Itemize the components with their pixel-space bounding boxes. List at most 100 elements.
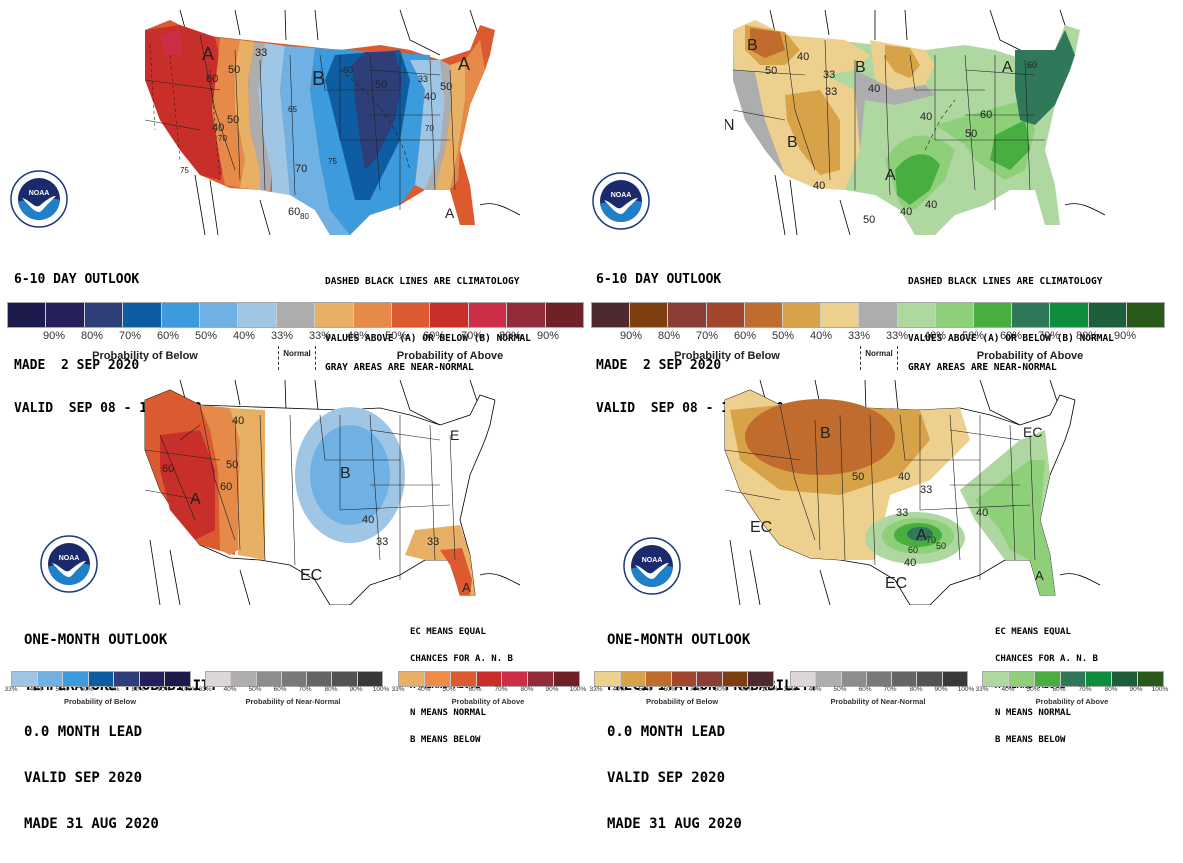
map-label: 65 [288, 105, 297, 114]
noaa-logo: NOAA [10, 170, 68, 228]
map-label: N [725, 117, 735, 134]
map-label: A [916, 527, 927, 544]
panel-6-10-day-temperature: A 60 50 33 B 65 60 50 40 50 70 75 70 60 … [0, 0, 590, 415]
map-label: 60 [343, 65, 353, 75]
map-label: 50 [440, 81, 452, 93]
map-label: 40 [362, 514, 374, 526]
below-color-legend [11, 671, 191, 687]
map-label: 33 [896, 507, 908, 519]
map-label: 60 [1027, 60, 1037, 70]
map-label: 33 [825, 86, 837, 98]
noaa-logo: NOAA [592, 172, 650, 230]
near-normal-legend-label: Probability of Near-Normal [830, 697, 926, 706]
map-label: 50 [227, 114, 239, 126]
map-label: E [450, 427, 459, 443]
map-label: EC [1023, 424, 1042, 440]
svg-text:NOAA: NOAA [29, 190, 50, 197]
map-label: 70 [295, 163, 307, 175]
temperature-color-legend [7, 302, 584, 328]
normal-label: Normal [860, 346, 898, 370]
outlook-title: ONE-MONTH OUTLOOK PRECIPITATION PROBABIL… [607, 632, 818, 832]
map-label: 60 [908, 545, 918, 555]
map-label: 50 [936, 541, 946, 551]
below-color-legend [594, 671, 774, 687]
map-label: B [747, 37, 758, 54]
map-label: 33 [418, 74, 428, 84]
map-label: 50 [765, 65, 777, 77]
map-label: 40 [898, 471, 910, 483]
near-normal-legend-ticks: 33% 40% 50% 60% 70% 80% 90% 100% [198, 686, 390, 693]
map-label: A [1035, 568, 1044, 583]
below-legend-label: Probability of Below [645, 697, 719, 706]
map-label: 50 [852, 471, 864, 483]
panel-one-month-temperature: 40 60 50 60 A B 40 33 33 EC E A NOAA ONE… [0, 370, 590, 831]
below-label: Probability of Below [674, 350, 780, 362]
map-label: 50 [226, 459, 238, 471]
below-legend-ticks: 33% 40% 50% 60% 70% 80% 90% 100% [589, 686, 779, 693]
above-legend-ticks: 33% 40% 50% 60% 70% 80% 90% 100% [975, 686, 1169, 693]
noaa-logo: NOAA [623, 537, 681, 595]
map-label: 33 [427, 536, 439, 548]
map-label: 40 [976, 507, 988, 519]
map-label: 40 [212, 122, 224, 134]
map-label: EC [885, 575, 907, 592]
map-label: 70 [218, 134, 227, 143]
panel-6-10-day-precipitation: B 50 40 33 B 33 40 N B 40 A 40 50 60 A 6… [590, 0, 1183, 415]
map-label: B [787, 134, 798, 151]
above-legend-label: Probability of Above [1035, 697, 1109, 706]
above-color-legend [982, 671, 1164, 687]
map-label: A [202, 44, 214, 64]
map-label: B [340, 465, 351, 482]
map-label: 40 [900, 206, 912, 218]
map-label: 33 [920, 484, 932, 496]
map-label: 40 [920, 111, 932, 123]
map-label: 60 [220, 481, 232, 493]
map-label: 50 [965, 128, 977, 140]
precipitation-one-month-map: B 50 40 33 33 40 A 70 60 50 40 EC EC EC … [724, 380, 1100, 605]
above-legend-label: Probability of Above [451, 697, 525, 706]
map-label: 70 [425, 124, 434, 133]
legend-ticks: 90% 80% 70% 60% 50% 40% 33% 33% 40% 50% … [42, 330, 560, 342]
map-label: 60 [206, 73, 218, 85]
precipitation-6-10-day-map: B 50 40 33 B 33 40 N B 40 A 40 50 60 A 6… [725, 10, 1105, 235]
map-label: 60 [980, 109, 992, 121]
below-legend-ticks: 33% 40% 50% 60% 70% 80% 90% 100% [4, 686, 198, 693]
below-label: Probability of Below [92, 350, 198, 362]
outlook-title: ONE-MONTH OUTLOOK TEMPERATURE PROBABILIT… [24, 632, 218, 832]
normal-label: Normal [278, 346, 316, 370]
map-label: EC [300, 567, 322, 584]
map-label: 33 [823, 69, 835, 81]
svg-text:NOAA: NOAA [59, 555, 80, 562]
map-label: B [312, 68, 325, 90]
above-label: Probability of Above [976, 350, 1084, 362]
map-label: 50 [228, 64, 240, 76]
below-legend-label: Probability of Below [63, 697, 137, 706]
map-label: A [462, 580, 471, 595]
map-label: 60 [288, 206, 300, 218]
map-label: 70 [926, 535, 936, 545]
panel-one-month-precipitation: B 50 40 33 33 40 A 70 60 50 40 EC EC EC … [589, 370, 1183, 831]
map-label: 33 [376, 536, 388, 548]
near-normal-color-legend [205, 671, 383, 687]
above-color-legend [398, 671, 580, 687]
svg-text:NOAA: NOAA [611, 192, 632, 199]
near-normal-legend-ticks: 33% 40% 50% 60% 70% 80% 90% 100% [783, 686, 975, 693]
map-label: EC [750, 519, 772, 536]
map-label: 40 [813, 180, 825, 192]
map-label: 40 [868, 83, 880, 95]
map-label: 40 [232, 415, 244, 427]
svg-text:NOAA: NOAA [642, 557, 663, 564]
map-label: 40 [904, 557, 916, 569]
near-normal-color-legend [790, 671, 968, 687]
map-label: A [445, 205, 455, 221]
map-label: A [190, 491, 201, 508]
map-label: 50 [375, 79, 387, 91]
map-label: 40 [424, 91, 436, 103]
map-label: 75 [328, 157, 337, 166]
near-normal-legend-label: Probability of Near-Normal [245, 697, 341, 706]
above-legend-ticks: 33% 40% 50% 60% 70% 80% 90% 100% [391, 686, 587, 693]
above-label: Probability of Above [396, 350, 504, 362]
map-label: A [458, 54, 470, 74]
map-label: 80 [300, 212, 309, 221]
map-label: B [820, 425, 831, 442]
